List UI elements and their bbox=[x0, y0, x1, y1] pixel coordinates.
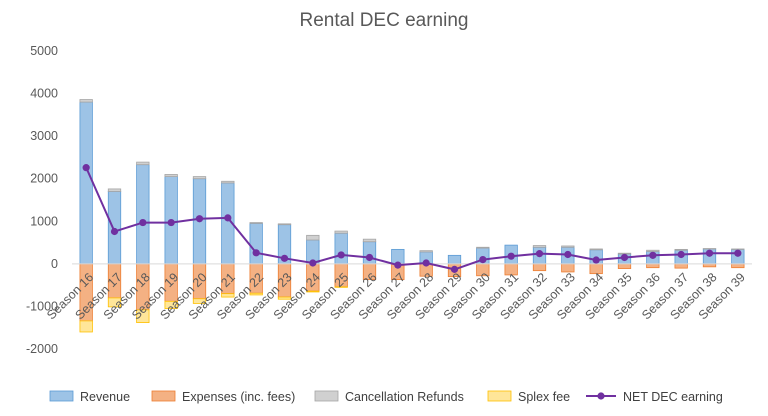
bar-expenses-inc-fees bbox=[617, 263, 632, 269]
net-dec-earning-point bbox=[734, 249, 742, 257]
legend-swatch bbox=[49, 390, 74, 402]
bar-revenue bbox=[79, 101, 93, 265]
bar-revenue bbox=[249, 223, 263, 265]
legend-label: Revenue bbox=[80, 390, 130, 404]
bar-splex-fee bbox=[306, 290, 320, 293]
bar-cancellation-refunds bbox=[561, 245, 575, 248]
bar-cancellation-refunds bbox=[731, 248, 745, 250]
bar-expenses-inc-fees bbox=[532, 263, 547, 272]
net-dec-earning-point bbox=[564, 250, 572, 259]
legend-swatch bbox=[314, 390, 339, 402]
bar-splex-fee bbox=[107, 297, 122, 308]
y-tick-label: 4000 bbox=[30, 87, 58, 101]
legend-swatch bbox=[151, 390, 176, 402]
net-dec-earning-point bbox=[422, 259, 430, 267]
legend-marker bbox=[597, 392, 605, 400]
legend-label: NET DEC earning bbox=[623, 390, 723, 404]
net-dec-earning-point bbox=[705, 249, 714, 257]
legend-label: Expenses (inc. fees) bbox=[182, 390, 295, 404]
net-dec-earning-point bbox=[649, 251, 657, 259]
bar-cancellation-refunds bbox=[674, 248, 688, 251]
bar-revenue bbox=[107, 191, 122, 265]
bar-splex-fee bbox=[136, 309, 150, 324]
bar-revenue bbox=[136, 164, 150, 265]
chart-title: Rental DEC earning bbox=[300, 10, 469, 31]
bar-cancellation-refunds bbox=[79, 99, 93, 103]
net-dec-earning-point bbox=[337, 251, 345, 259]
net-dec-earning-point bbox=[280, 254, 289, 262]
net-dec-earning-point bbox=[110, 227, 119, 236]
y-tick-label: 2000 bbox=[30, 172, 58, 186]
bar-expenses-inc-fees bbox=[646, 263, 660, 269]
net-dec-earning-point bbox=[309, 259, 317, 267]
y-tick-label: 1000 bbox=[30, 214, 58, 228]
bar-splex-fee bbox=[277, 296, 292, 300]
y-tick-label: 0 bbox=[51, 257, 58, 271]
bar-expenses-inc-fees bbox=[674, 263, 688, 269]
bar-cancellation-refunds bbox=[646, 249, 660, 252]
bar-expenses-inc-fees bbox=[731, 263, 745, 269]
legend: Revenue Expenses (inc. fees) Cancellation … bbox=[49, 390, 723, 404]
net-dec-earning-point bbox=[450, 265, 459, 273]
bar-splex-fee bbox=[249, 292, 263, 296]
y-tick-label: -2000 bbox=[26, 342, 58, 356]
y-tick-label: -1000 bbox=[26, 299, 58, 313]
bar-cancellation-refunds bbox=[107, 188, 122, 192]
net-dec-earning-point bbox=[507, 252, 515, 260]
bar-cancellation-refunds bbox=[702, 248, 717, 250]
net-dec-earning-point bbox=[535, 250, 544, 258]
bar-cancellation-refunds bbox=[476, 246, 490, 249]
bar-cancellation-refunds bbox=[277, 223, 292, 226]
bar-cancellation-refunds bbox=[419, 250, 433, 253]
net-dec-earning-point bbox=[195, 215, 204, 223]
bar-splex-fee bbox=[164, 300, 178, 309]
net-dec-earning-point bbox=[82, 164, 90, 172]
bar-splex-fee bbox=[334, 286, 348, 288]
bar-cancellation-refunds bbox=[362, 238, 377, 243]
legend-label: Splex fee bbox=[518, 390, 570, 404]
net-dec-earning-point bbox=[167, 218, 175, 227]
net-dec-earning-point bbox=[479, 256, 487, 264]
bar-cancellation-refunds bbox=[136, 161, 150, 166]
net-dec-earning-point bbox=[592, 256, 600, 264]
bar-cancellation-refunds bbox=[306, 234, 320, 241]
legend-swatch bbox=[487, 390, 512, 402]
bar-revenue bbox=[334, 232, 348, 265]
net-dec-earning-point bbox=[677, 250, 685, 259]
y-tick-label: 5000 bbox=[30, 44, 58, 58]
bar-cancellation-refunds bbox=[192, 176, 207, 180]
bar-cancellation-refunds bbox=[164, 174, 178, 177]
bar-splex-fee bbox=[79, 320, 93, 333]
net-dec-earning-line bbox=[85, 167, 738, 271]
net-dec-earning-point bbox=[394, 261, 402, 269]
bar-cancellation-refunds bbox=[221, 180, 235, 184]
net-dec-earning-point bbox=[365, 253, 374, 262]
y-axis: -2000 -1000 0 1000 2000 3000 4000 5000 bbox=[26, 44, 58, 356]
net-dec-earning-point bbox=[252, 249, 260, 257]
net-dec-earning-point bbox=[620, 253, 629, 262]
bar-cancellation-refunds bbox=[532, 245, 547, 248]
bar-cancellation-refunds bbox=[334, 230, 348, 234]
bar-splex-fee bbox=[192, 298, 207, 304]
bar-revenue bbox=[447, 254, 462, 265]
legend-label: Cancellation Refunds bbox=[345, 390, 464, 404]
net-dec-earning-point bbox=[224, 214, 232, 222]
bar-cancellation-refunds bbox=[589, 248, 603, 251]
bar-splex-fee bbox=[221, 293, 235, 298]
net-dec-earning-point bbox=[139, 218, 147, 227]
net-line bbox=[82, 164, 742, 273]
bar-cancellation-refunds bbox=[249, 222, 263, 224]
y-tick-label: 3000 bbox=[30, 129, 58, 143]
